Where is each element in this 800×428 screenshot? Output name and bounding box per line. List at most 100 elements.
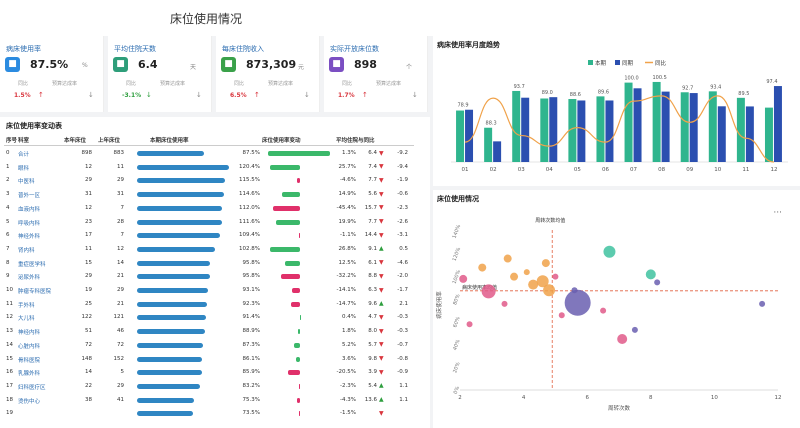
scatter-point[interactable]	[645, 269, 656, 280]
bar[interactable]	[624, 82, 633, 162]
legend-label[interactable]: 同比	[655, 59, 667, 67]
scatter-point[interactable]	[501, 300, 508, 307]
scatter-point[interactable]	[603, 245, 616, 258]
bar[interactable]	[736, 97, 745, 162]
table-row[interactable]: 19 73.5% -1.5% ▼	[0, 407, 420, 421]
table-row[interactable]: 12 大儿科 122 121 91.4% 0.4% 4.7 ▼ -0.3	[0, 311, 420, 325]
bar[interactable]	[633, 88, 642, 162]
scatter-point[interactable]	[564, 289, 591, 316]
scatter-point[interactable]	[552, 273, 559, 280]
row-department[interactable]: 烫伤中心	[18, 398, 41, 405]
row-department[interactable]: 心脏内科	[18, 343, 41, 350]
bar[interactable]	[577, 100, 586, 162]
table-row[interactable]: 18 烫伤中心 38 41 75.3% -4.3% 13.6 ▲ 1.1	[0, 394, 420, 408]
scatter-point[interactable]	[558, 312, 565, 319]
row-department[interactable]: 合计	[18, 152, 30, 158]
table-row[interactable]: 6 神经外科 17 7 109.4% -1.1% 14.4 ▼ -3.1	[0, 229, 420, 243]
bar[interactable]	[764, 107, 773, 162]
bar[interactable]	[549, 97, 558, 162]
bar[interactable]	[605, 100, 614, 162]
row-department[interactable]: 重症医学科	[18, 261, 46, 268]
bar[interactable]	[596, 96, 605, 162]
bar[interactable]	[717, 106, 726, 162]
bar[interactable]	[465, 109, 474, 162]
scatter-point[interactable]	[528, 279, 539, 290]
table-row[interactable]: 15 骨科医院 148 152 86.1% 3.6% 9.8 ▼ -0.8	[0, 353, 420, 367]
bar[interactable]	[680, 92, 689, 162]
row-beds-current: 148	[81, 355, 93, 362]
table-row[interactable]: 13 神经内科 51 46 88.9% 1.8% 8.0 ▼ -0.3	[0, 325, 420, 339]
row-department[interactable]: 普外一区	[18, 193, 41, 200]
row-department[interactable]: 神经内科	[18, 330, 41, 337]
scatter-point[interactable]	[478, 263, 487, 272]
scatter-point[interactable]	[759, 300, 766, 307]
avg-stay-yoy: -1.9	[397, 177, 408, 184]
scatter-point[interactable]	[503, 254, 512, 263]
bar[interactable]	[773, 86, 782, 162]
bar[interactable]	[493, 141, 502, 162]
row-beds-current: 51	[85, 328, 92, 335]
bar[interactable]	[540, 98, 549, 162]
row-department[interactable]: 泌尿外科	[18, 275, 41, 282]
table-row[interactable]: 0 合计 898 883 87.5% 1.3% 6.4 ▼ -9.2	[0, 147, 420, 161]
scatter-point[interactable]	[481, 284, 496, 299]
scatter-point[interactable]	[631, 326, 638, 333]
row-department[interactable]: 中医科	[18, 179, 35, 186]
kpi-unit: %	[82, 62, 88, 69]
usage-rate-value: 112.0%	[239, 204, 260, 211]
row-department[interactable]: 神经外科	[18, 234, 41, 241]
table-row[interactable]: 3 普外一区 31 31 114.6% 14.9% 5.6 ▼ -0.6	[0, 188, 420, 202]
scatter-point[interactable]	[600, 307, 607, 314]
table-row[interactable]: 4 血液内科 12 7 112.0% -45.4% 15.7 ▼ -2.3	[0, 202, 420, 216]
scatter-point[interactable]	[510, 272, 519, 281]
row-department[interactable]: 妇科医疗区	[18, 384, 46, 391]
row-department[interactable]: 大儿科	[18, 316, 35, 323]
table-row[interactable]: 1 眼科 12 11 120.4% 25.7% 7.4 ▼ -9.4	[0, 161, 420, 175]
table-row[interactable]: 5 呼吸内科 23 28 111.6% 19.9% 7.7 ▼ -2.6	[0, 216, 420, 230]
scatter-point[interactable]	[654, 279, 661, 286]
row-department[interactable]: 肾内科	[18, 247, 35, 254]
table-row[interactable]: 16 乳腺外科 14 5 85.9% -20.5% 3.9 ▼ -0.9	[0, 366, 420, 380]
table-row[interactable]: 8 重症医学科 15 14 95.8% 12.5% 6.1 ▼ -4.6	[0, 257, 420, 271]
bar[interactable]	[512, 90, 521, 162]
scatter-point[interactable]	[617, 334, 628, 344]
legend-label[interactable]: 本期	[595, 59, 607, 67]
row-department[interactable]: 乳腺外科	[18, 371, 41, 378]
row-department[interactable]: 手外科	[18, 302, 35, 309]
table-row[interactable]: 17 妇科医疗区 22 29 83.2% -2.3% 5.4 ▲ 1.1	[0, 380, 420, 394]
row-department[interactable]: 血液内科	[18, 206, 41, 213]
row-department[interactable]: 眼科	[18, 165, 30, 172]
row-department[interactable]: 呼吸内科	[18, 220, 41, 227]
row-department[interactable]: 肿瘤专科医院	[18, 289, 52, 295]
usage-change-value: 26.8%	[338, 245, 356, 252]
scatter-point[interactable]	[571, 287, 578, 294]
usage-change-value: 3.6%	[342, 355, 356, 362]
scatter-point[interactable]	[459, 274, 468, 283]
bar[interactable]	[661, 91, 670, 162]
bar[interactable]	[652, 81, 661, 162]
bar[interactable]	[745, 106, 754, 162]
legend-label[interactable]: 同期	[622, 60, 634, 67]
row-department[interactable]: 骨科医院	[18, 357, 41, 364]
bar[interactable]	[484, 127, 493, 162]
table-row[interactable]: 7 肾内科 11 12 102.8% 26.8% 9.1 ▲ 0.5	[0, 243, 420, 257]
bar[interactable]	[521, 97, 530, 162]
bar[interactable]	[456, 110, 465, 162]
scatter-point[interactable]	[541, 259, 550, 268]
table-row[interactable]: 2 中医科 29 29 115.5% -4.6% 7.7 ▼ -1.9	[0, 174, 420, 188]
table-row[interactable]: 11 手外科 25 21 92.3% -14.7% 9.6 ▲ 2.1	[0, 298, 420, 312]
scatter-point[interactable]	[536, 275, 549, 288]
row-beds-last: 21	[117, 273, 124, 280]
x-tick-label: 12	[775, 395, 782, 401]
table-row[interactable]: 9 泌尿外科 29 21 95.8% -32.2% 8.8 ▼ -2.0	[0, 270, 420, 284]
table-row[interactable]: 14 心脏内科 72 72 87.3% 5.2% 5.7 ▼ -0.7	[0, 339, 420, 353]
bar[interactable]	[568, 99, 577, 162]
scatter-more-menu[interactable]: ···	[773, 208, 782, 218]
table-row[interactable]: 10 肿瘤专科医院 19 29 93.1% -14.1% 6.3 ▼ -1.7	[0, 284, 420, 298]
scatter-point[interactable]	[543, 284, 556, 297]
scatter-point[interactable]	[523, 269, 530, 276]
bar[interactable]	[689, 93, 698, 162]
scatter-point[interactable]	[466, 321, 473, 328]
usage-change-bar	[297, 329, 300, 335]
bar[interactable]	[708, 91, 717, 162]
